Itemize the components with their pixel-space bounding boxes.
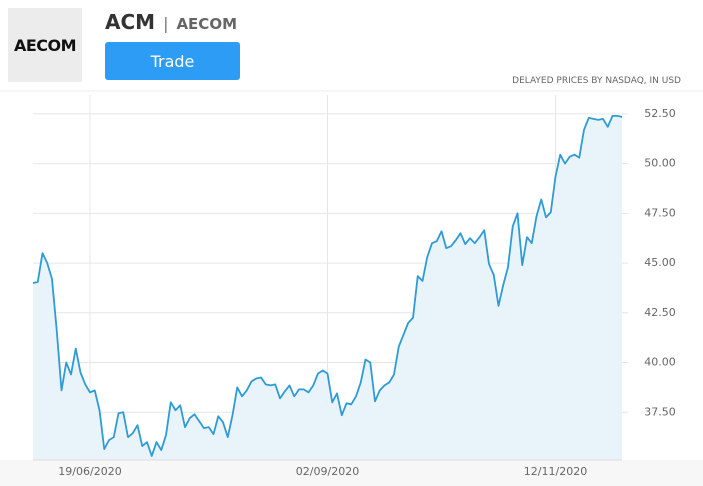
y-tick-label: 45.00 xyxy=(644,256,676,269)
line xyxy=(32,114,623,457)
x-tick-label: 12/11/2020 xyxy=(524,465,587,478)
chart: 37.50 40.00 42.50 45.00 47.50 50.00 52.50 19/06… xyxy=(0,90,703,486)
x-tick-label: 02/09/2020 xyxy=(296,465,359,478)
trade-button[interactable]: Trade xyxy=(105,42,240,80)
area xyxy=(33,115,622,460)
title-row: ACM | AECOM xyxy=(105,10,237,34)
logo: AECOM xyxy=(13,35,77,55)
y-tick-label: 52.50 xyxy=(644,107,676,120)
separator: | xyxy=(163,14,169,33)
x-tick-label: 19/06/2020 xyxy=(58,465,121,478)
logo-box: AECOM xyxy=(8,8,82,82)
x-axis-band xyxy=(0,460,703,486)
ticker: ACM xyxy=(105,10,156,34)
y-tick-label: 50.00 xyxy=(644,157,676,170)
y-tick-label: 47.50 xyxy=(644,206,676,219)
price-note: DELAYED PRICES BY NASDAQ, IN USD xyxy=(512,76,681,86)
y-tick-label: 37.50 xyxy=(644,405,676,418)
company: AECOM xyxy=(176,15,237,33)
y-tick-label: 42.50 xyxy=(644,306,676,319)
y-tick-label: 40.00 xyxy=(644,356,676,369)
